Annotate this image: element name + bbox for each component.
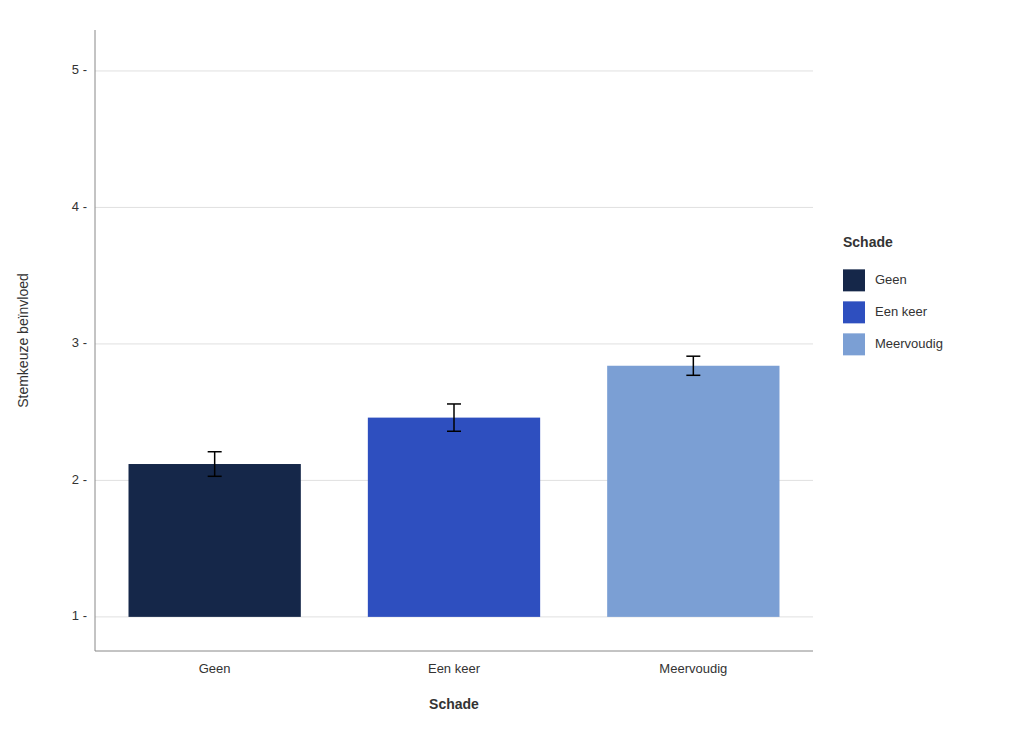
x-axis-label: Schade xyxy=(429,696,479,712)
grid-line xyxy=(95,207,813,208)
error-bar xyxy=(208,452,222,477)
y-tick-label: 2 - xyxy=(72,472,87,487)
grid-line xyxy=(95,70,813,71)
x-tick-label: Een keer xyxy=(428,661,481,676)
x-tick-label: Geen xyxy=(199,661,231,676)
y-tick-label: 5 - xyxy=(72,62,87,77)
error-whisker xyxy=(453,404,455,431)
legend-swatch xyxy=(843,333,865,355)
y-axis-line xyxy=(95,30,96,651)
y-axis: 1 - 2 - 3 - 4 - 5 - xyxy=(72,30,813,651)
page: {"chart_data": {"type": "bar", "categori… xyxy=(0,0,1023,731)
error-bars xyxy=(208,356,701,476)
chart: 1 -2 -3 -4 -5 -GeenEen keerMeervoudigSch… xyxy=(0,0,1023,731)
error-cap xyxy=(208,476,222,478)
bar xyxy=(368,418,540,617)
legend: Schade Geen Een keer Meervoudig xyxy=(843,234,943,355)
error-cap xyxy=(208,451,222,453)
y-tick-label: 3 - xyxy=(72,335,87,350)
grid-line xyxy=(95,343,813,344)
bar xyxy=(129,464,301,617)
error-whisker xyxy=(693,356,695,375)
x-axis: Geen Een keer Meervoudig xyxy=(199,661,728,676)
error-cap xyxy=(447,431,461,433)
legend-swatch xyxy=(843,301,865,323)
y-axis-label: Stemkeuze beïnvloed xyxy=(15,273,31,408)
legend-label: Geen xyxy=(875,272,907,287)
error-whisker xyxy=(214,452,216,477)
legend-label: Een keer xyxy=(875,304,928,319)
y-tick-label: 4 - xyxy=(72,199,87,214)
y-grid xyxy=(95,71,813,617)
legend-title: Schade xyxy=(843,234,893,250)
bar xyxy=(607,366,779,617)
y-tick-label: 1 - xyxy=(72,608,87,623)
legend-label: Meervoudig xyxy=(875,336,943,351)
bars xyxy=(129,366,780,617)
x-tick-label: Meervoudig xyxy=(659,661,727,676)
error-bar xyxy=(686,356,700,375)
error-bar xyxy=(447,404,461,431)
legend-swatch xyxy=(843,269,865,291)
error-cap xyxy=(447,403,461,405)
x-axis-line xyxy=(95,651,813,652)
error-cap xyxy=(686,355,700,357)
error-cap xyxy=(686,375,700,377)
